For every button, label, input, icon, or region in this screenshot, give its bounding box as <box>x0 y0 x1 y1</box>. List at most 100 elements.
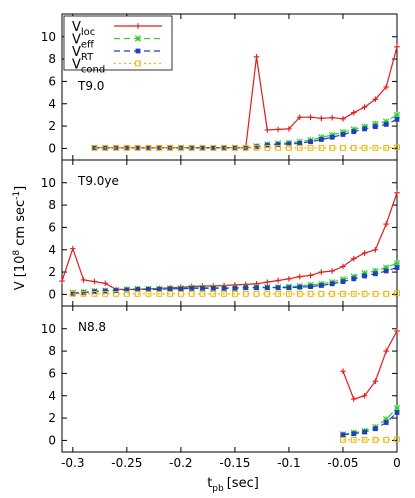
data-point-eff <box>393 404 401 412</box>
data-point-cond <box>340 290 346 297</box>
legend-marker-eff <box>134 35 142 42</box>
data-point-loc <box>394 190 400 196</box>
data-point-rt <box>146 145 151 151</box>
data-point-cond <box>253 144 260 151</box>
y-tick-label: 6 <box>48 74 56 88</box>
x-tick-label: -0.3 <box>61 456 84 470</box>
data-point-rt <box>156 286 162 292</box>
x-tick-label: -0.1 <box>277 456 300 470</box>
panel-label: T9.0 <box>77 79 104 93</box>
data-point-rt <box>394 410 400 415</box>
data-point-cond <box>221 144 227 151</box>
data-point-cond <box>372 144 379 151</box>
data-point-rt <box>329 281 335 287</box>
data-point-rt <box>297 284 303 290</box>
data-point-rt <box>146 286 151 292</box>
x-tick-label: -0.2 <box>169 456 192 470</box>
y-tick-label: 6 <box>48 366 56 380</box>
data-point-eff <box>383 118 390 125</box>
data-point-cond <box>329 290 336 297</box>
data-point-cond <box>199 144 206 151</box>
data-point-eff <box>372 120 379 128</box>
data-point-rt <box>275 285 281 291</box>
data-point-cond <box>394 144 400 151</box>
panel-label: T9.0ye <box>77 174 119 188</box>
data-point-rt <box>308 284 313 289</box>
data-point-cond <box>318 144 325 151</box>
data-point-rt <box>351 129 357 135</box>
data-point-loc <box>275 277 281 284</box>
data-point-rt <box>318 137 324 142</box>
data-point-loc <box>318 115 325 122</box>
data-point-cond <box>177 290 184 297</box>
data-point-cond <box>156 144 163 151</box>
data-point-loc <box>102 280 109 287</box>
panel-t9-0: 0 2 4 6 8 10 T9.0 <box>41 13 401 161</box>
panel-label: N8.8 <box>78 320 106 334</box>
data-point-loc <box>286 275 292 282</box>
data-point-cond <box>91 290 98 297</box>
data-point-loc <box>372 246 379 253</box>
data-point-cond <box>264 144 271 151</box>
data-point-rt <box>372 124 378 130</box>
data-point-loc <box>361 104 368 110</box>
data-point-rt <box>178 286 184 292</box>
data-point-eff <box>383 264 390 271</box>
data-point-rt <box>167 286 173 292</box>
data-point-cond <box>318 290 325 297</box>
data-point-rt <box>340 279 346 284</box>
data-point-eff <box>372 267 379 275</box>
data-point-rt <box>362 429 367 435</box>
data-point-loc <box>340 368 346 374</box>
data-point-rt <box>340 432 346 438</box>
data-point-cond <box>242 144 249 151</box>
data-point-cond <box>145 144 152 151</box>
data-point-rt <box>81 290 87 296</box>
series-line-loc <box>342 330 398 400</box>
data-point-loc <box>372 96 379 103</box>
legend-label-eff: Veff <box>72 33 95 51</box>
data-point-eff <box>393 259 401 267</box>
data-point-cond <box>286 144 292 151</box>
data-point-cond <box>232 144 238 151</box>
data-point-cond <box>361 144 368 151</box>
y-tick-label: 2 <box>48 119 56 133</box>
data-point-cond <box>188 290 195 297</box>
data-point-rt <box>394 265 400 271</box>
x-tick-label: -0.15 <box>219 456 250 470</box>
data-point-cond <box>307 144 314 151</box>
legend-marker-rt <box>135 48 141 54</box>
data-point-loc <box>296 273 303 280</box>
data-point-loc <box>340 116 346 122</box>
data-point-rt <box>351 431 357 437</box>
data-point-rt <box>200 285 205 291</box>
data-point-rt <box>383 268 389 274</box>
data-point-cond <box>69 290 76 297</box>
data-point-cond <box>361 436 368 443</box>
y-tick-label: 0 <box>48 287 56 301</box>
data-point-rt <box>372 271 378 277</box>
data-point-rt <box>372 426 378 432</box>
data-point-rt <box>318 283 324 288</box>
data-point-cond <box>232 290 238 297</box>
data-point-rt <box>232 285 238 291</box>
data-point-loc <box>350 109 357 116</box>
data-point-loc <box>307 272 314 279</box>
y-tick-label: 10 <box>41 322 56 336</box>
data-point-cond <box>167 144 173 151</box>
data-point-cond <box>350 144 357 151</box>
data-point-cond <box>177 144 184 151</box>
data-point-cond <box>264 290 271 297</box>
data-point-cond <box>286 290 292 297</box>
data-point-rt <box>221 285 227 291</box>
y-tick-label: 0 <box>48 141 56 155</box>
data-point-cond <box>372 436 379 443</box>
data-point-rt <box>362 273 367 279</box>
data-point-cond <box>156 290 163 297</box>
data-point-loc <box>361 250 368 256</box>
data-point-rt <box>124 287 130 293</box>
y-tick-label: 8 <box>48 52 56 66</box>
panel-frame <box>61 305 398 453</box>
x-tick-label: -0.25 <box>111 456 142 470</box>
data-point-loc <box>394 44 400 50</box>
